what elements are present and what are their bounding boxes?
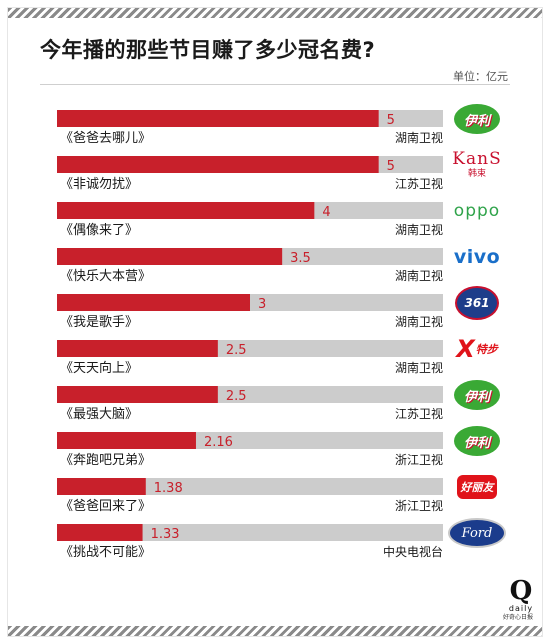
- brand-name: KanS: [452, 149, 502, 169]
- bar: [57, 110, 379, 127]
- 361-logo-icon: 361: [455, 286, 499, 320]
- bar-value-label: 2.5: [226, 389, 247, 404]
- bar-value-label: 2.16: [204, 435, 233, 450]
- brand-logo-yili: 伊利: [446, 377, 508, 413]
- channel-label: 湖南卫视: [395, 130, 443, 145]
- yili-logo-icon: 伊利: [454, 104, 500, 134]
- bar: [57, 248, 283, 265]
- ford-logo-icon: Ford: [448, 518, 506, 548]
- title-divider: [40, 84, 510, 85]
- orion-logo-icon: 好丽友: [457, 475, 497, 499]
- unit-label: 单位：亿元: [453, 70, 508, 83]
- publisher-logo-q: Q: [509, 576, 533, 606]
- channel-label: 湖南卫视: [395, 222, 443, 237]
- brand-subname: 特步: [475, 343, 498, 356]
- bar: [57, 156, 379, 173]
- bar-track: [57, 524, 443, 541]
- bar-value-label: 5: [387, 113, 395, 128]
- program-label: 《我是歌手》: [60, 315, 138, 330]
- program-label: 《奔跑吧兄弟》: [60, 453, 151, 468]
- brand-logo-ford: Ford: [446, 515, 508, 551]
- brand-logo-orion: 好丽友: [446, 469, 508, 505]
- channel-label: 浙江卫视: [395, 498, 443, 513]
- brand-logo-yili: 伊利: [446, 101, 508, 137]
- publisher-logo: Q daily 好奇心日报: [503, 576, 538, 621]
- publisher-logo-caption: 好奇心日报: [502, 614, 533, 621]
- brand-name: 361: [464, 296, 490, 310]
- bar-track: [57, 478, 443, 495]
- kans-logo-icon: KanS 韩束: [452, 151, 501, 179]
- program-label: 《非诚勿扰》: [60, 177, 138, 192]
- program-label: 《挑战不可能》: [60, 545, 151, 560]
- brand-name: 伊利: [463, 435, 490, 451]
- brand-logo-xtep: X 特步: [446, 331, 508, 367]
- bar-value-label: 5: [387, 159, 395, 174]
- bar: [57, 432, 196, 449]
- channel-label: 湖南卫视: [395, 268, 443, 283]
- bottom-hatch-strip: [8, 626, 542, 636]
- channel-label: 江苏卫视: [395, 176, 443, 191]
- brand-logo-kans: KanS 韩束: [446, 147, 508, 183]
- yili-logo-icon: 伊利: [454, 426, 500, 456]
- bar-value-label: 3: [258, 297, 266, 312]
- bar: [57, 340, 218, 357]
- channel-label: 浙江卫视: [395, 452, 443, 467]
- brand-subname: 韩束: [467, 169, 486, 179]
- bar: [57, 202, 315, 219]
- brand-name: 伊利: [463, 113, 490, 129]
- bar-value-label: 3.5: [290, 251, 311, 266]
- channel-label: 中央电视台: [383, 544, 443, 559]
- brand-name: oppo: [453, 201, 501, 221]
- bar-value-label: 2.5: [226, 343, 247, 358]
- program-label: 《偶像来了》: [60, 223, 138, 238]
- brand-logo-oppo: oppo: [446, 193, 508, 229]
- brand-logo-vivo: vivo: [446, 239, 508, 275]
- bar: [57, 386, 218, 403]
- bar-value-label: 1.38: [154, 481, 183, 496]
- program-label: 《天天向上》: [60, 360, 138, 376]
- channel-label: 湖南卫视: [395, 314, 443, 329]
- brand-name: 伊利: [463, 389, 490, 405]
- brand-logo-yili: 伊利: [446, 423, 508, 459]
- bar-value-label: 4: [322, 205, 330, 220]
- bar-value-label: 1.33: [151, 527, 180, 542]
- bar: [57, 524, 143, 541]
- publisher-logo-daily: daily: [508, 604, 534, 613]
- brand-logo-361: 361: [446, 285, 508, 321]
- chart-title: 今年播的那些节目赚了多少冠名费?: [40, 38, 376, 62]
- bar: [57, 294, 250, 311]
- xtep-logo-icon: X 特步: [456, 337, 498, 361]
- bar: [57, 478, 146, 495]
- brand-name: 好丽友: [460, 481, 494, 494]
- yili-logo-icon: 伊利: [454, 380, 500, 410]
- program-label: 《爸爸回来了》: [60, 499, 151, 514]
- program-label: 《爸爸去哪儿》: [60, 131, 151, 146]
- top-hatch-strip: [8, 8, 542, 18]
- brand-name: Ford: [461, 525, 493, 541]
- channel-label: 江苏卫视: [395, 406, 443, 421]
- channel-label: 湖南卫视: [395, 360, 443, 375]
- program-label: 《快乐大本营》: [60, 269, 151, 284]
- brand-name: vivo: [453, 246, 501, 268]
- brand-name: X: [456, 335, 475, 363]
- program-label: 《最强大脑》: [60, 407, 138, 422]
